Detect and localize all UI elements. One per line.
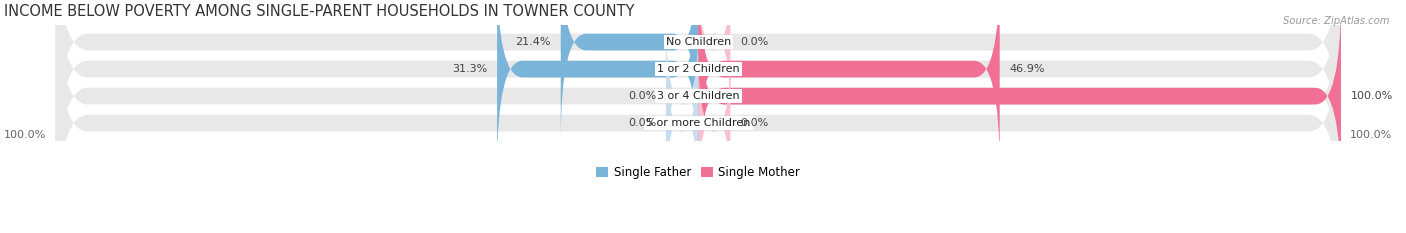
Text: 100.0%: 100.0% <box>1351 91 1393 101</box>
FancyBboxPatch shape <box>699 0 1341 196</box>
FancyBboxPatch shape <box>498 0 699 169</box>
FancyBboxPatch shape <box>699 0 1000 169</box>
FancyBboxPatch shape <box>56 0 1341 196</box>
FancyBboxPatch shape <box>699 0 730 115</box>
Text: 5 or more Children: 5 or more Children <box>647 118 751 128</box>
Text: 21.4%: 21.4% <box>516 37 551 47</box>
FancyBboxPatch shape <box>666 24 699 169</box>
Text: 100.0%: 100.0% <box>1350 130 1392 140</box>
FancyBboxPatch shape <box>56 0 1341 223</box>
Text: 0.0%: 0.0% <box>740 37 768 47</box>
FancyBboxPatch shape <box>56 0 1341 233</box>
Text: Source: ZipAtlas.com: Source: ZipAtlas.com <box>1282 16 1389 26</box>
Text: 1 or 2 Children: 1 or 2 Children <box>657 64 740 74</box>
Text: 46.9%: 46.9% <box>1010 64 1045 74</box>
Text: 0.0%: 0.0% <box>740 118 768 128</box>
Text: INCOME BELOW POVERTY AMONG SINGLE-PARENT HOUSEHOLDS IN TOWNER COUNTY: INCOME BELOW POVERTY AMONG SINGLE-PARENT… <box>4 4 634 19</box>
FancyBboxPatch shape <box>699 51 730 196</box>
Text: 0.0%: 0.0% <box>628 91 657 101</box>
FancyBboxPatch shape <box>561 0 699 142</box>
FancyBboxPatch shape <box>666 51 699 196</box>
Text: 0.0%: 0.0% <box>628 118 657 128</box>
Text: No Children: No Children <box>665 37 731 47</box>
Text: 3 or 4 Children: 3 or 4 Children <box>657 91 740 101</box>
Legend: Single Father, Single Mother: Single Father, Single Mother <box>592 161 806 184</box>
Text: 31.3%: 31.3% <box>453 64 488 74</box>
FancyBboxPatch shape <box>56 0 1341 169</box>
Text: 100.0%: 100.0% <box>4 130 46 140</box>
